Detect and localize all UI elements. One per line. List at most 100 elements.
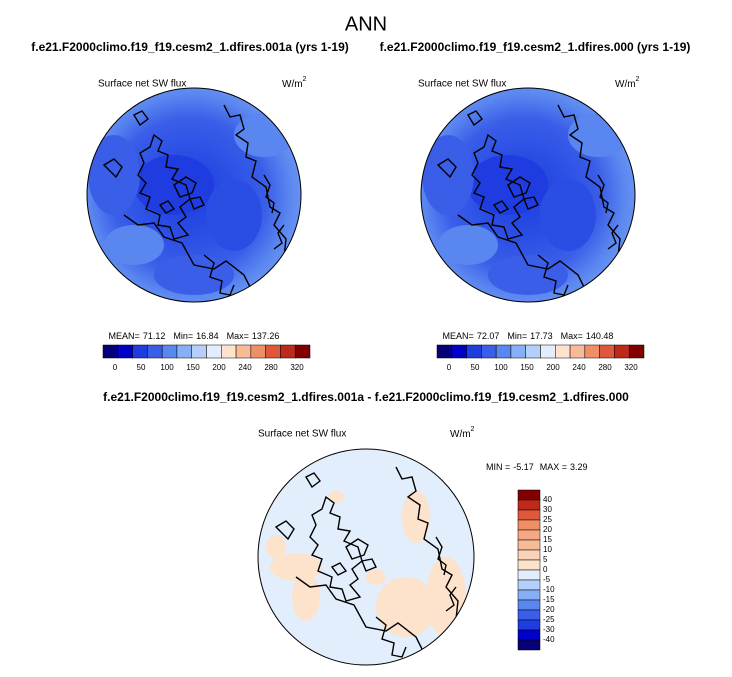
text-part: Max= <box>561 331 583 341</box>
colorbar-box <box>265 344 281 359</box>
colorbar-box <box>517 529 541 541</box>
map-region <box>488 255 568 295</box>
colorbar-label: 150 <box>186 363 200 372</box>
text-part: Min= <box>507 331 527 341</box>
map-border <box>257 448 475 666</box>
map-region <box>438 225 498 265</box>
colorbar-label: 30 <box>543 505 552 514</box>
map-region <box>206 179 262 251</box>
text-part: MAX = <box>540 462 567 472</box>
stats: MIN = -5.17 MAX = 3.29 <box>486 462 588 472</box>
colorbar-label: 200 <box>546 363 560 372</box>
colorbar-box <box>614 344 630 359</box>
colorbar-label: 240 <box>238 363 252 372</box>
colorbar-box <box>628 344 645 359</box>
colorbar-box <box>517 509 541 521</box>
colorbar-box <box>191 344 207 359</box>
colorbar-box <box>161 344 178 359</box>
colorbar-box <box>517 539 541 551</box>
colorbar-label: 40 <box>543 495 552 504</box>
map-border <box>86 87 302 303</box>
colorbar-label: 280 <box>598 363 612 372</box>
text-part: -5.17 <box>513 462 534 472</box>
colorbar-label: 50 <box>471 363 480 372</box>
panel-title: f.e21.F2000climo.f19_f19.cesm2_1.dfires.… <box>380 40 691 54</box>
colorbar-box <box>510 344 526 359</box>
text-part: W/m <box>282 79 303 90</box>
colorbar-label: 20 <box>543 525 552 534</box>
colorbar-box <box>132 344 148 359</box>
text-part: Max= <box>227 331 249 341</box>
colorbar-label: 240 <box>572 363 586 372</box>
stats: MEAN= 72.07 Min= 17.73 Max= 140.48 <box>443 331 614 341</box>
colorbar-box <box>517 489 541 501</box>
text-part: 2 <box>636 76 640 83</box>
variable-name: Surface net SW flux <box>418 79 506 90</box>
stats: MEAN= 71.12 Min= 16.84 Max= 137.26 <box>109 331 280 341</box>
colorbar-label: 25 <box>543 515 552 524</box>
colorbar-label: -40 <box>543 635 555 644</box>
map-region <box>328 491 344 503</box>
units: W/m2 <box>282 76 307 90</box>
colorbar-box <box>436 344 453 359</box>
map-region <box>266 535 286 559</box>
colorbar-box <box>599 344 615 359</box>
colorbar-box <box>451 344 467 359</box>
colorbar-box <box>540 344 556 359</box>
colorbar-box <box>517 569 541 581</box>
map-region <box>234 113 294 157</box>
text-part: 2 <box>471 426 475 433</box>
text-part: 71.12 <box>143 331 166 341</box>
colorbar-label: 50 <box>137 363 146 372</box>
figure-title: ANN <box>345 13 387 35</box>
text-part: MEAN= <box>443 331 474 341</box>
colorbar-label: -10 <box>543 585 555 594</box>
colorbar-label: -20 <box>543 605 555 614</box>
colorbar-box <box>117 344 133 359</box>
polar-map <box>258 449 474 665</box>
difference-title: f.e21.F2000climo.f19_f19.cesm2_1.dfires.… <box>103 390 629 404</box>
map-region <box>292 573 320 621</box>
text-part: MEAN= <box>109 331 140 341</box>
colorbar-box <box>517 559 541 571</box>
map-region <box>366 569 386 585</box>
colorbar-box <box>176 344 192 359</box>
text-part: 3.29 <box>570 462 588 472</box>
variable-name: Surface net SW flux <box>98 79 186 90</box>
units: W/m2 <box>450 426 475 440</box>
colorbar-box <box>517 599 541 611</box>
colorbar-label: 320 <box>290 363 304 372</box>
text-part: W/m <box>615 79 636 90</box>
map-region <box>104 225 164 265</box>
colorbar-label: 100 <box>494 363 508 372</box>
colorbar-box <box>517 609 541 621</box>
colorbar-label: 0 <box>543 565 548 574</box>
colorbar-box <box>517 629 541 641</box>
colorbar-box <box>481 344 497 359</box>
panel-title: f.e21.F2000climo.f19_f19.cesm2_1.dfires.… <box>31 40 349 54</box>
colorbar-box <box>250 344 266 359</box>
colorbar-box <box>147 344 163 359</box>
colorbar-box <box>517 519 541 531</box>
map-region <box>376 577 436 637</box>
colorbar-box <box>206 344 222 359</box>
colorbar-box <box>235 344 252 359</box>
colorbar-box <box>584 344 600 359</box>
colorbar-box <box>495 344 512 359</box>
variable-name: Surface net SW flux <box>258 429 346 440</box>
colorbar-label: 280 <box>264 363 278 372</box>
colorbar-box <box>517 589 541 601</box>
map-border <box>420 87 636 303</box>
colorbar-label: 150 <box>520 363 534 372</box>
map-region <box>154 255 234 295</box>
colorbar-label: 5 <box>543 555 548 564</box>
text-part: 2 <box>303 76 307 83</box>
colorbar-label: -15 <box>543 595 555 604</box>
colorbar-label: 0 <box>447 363 452 372</box>
text-part: Min= <box>173 331 193 341</box>
colorbar-label: -25 <box>543 615 555 624</box>
text-part: 16.84 <box>196 331 219 341</box>
text-part: 72.07 <box>477 331 500 341</box>
colorbar-box <box>294 344 311 359</box>
